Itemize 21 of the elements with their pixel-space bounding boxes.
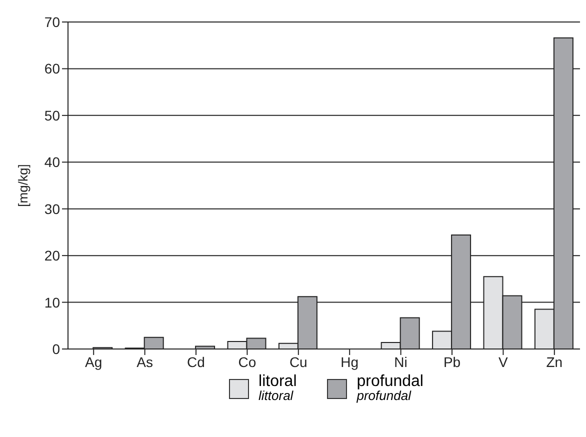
x-tick-label: Hg [340, 354, 359, 370]
y-tick-label: 0 [52, 340, 60, 357]
x-tick-label: As [136, 354, 153, 370]
x-tick-label: Zn [546, 354, 563, 370]
y-tick-label: 40 [44, 154, 60, 170]
x-tick-label: Co [238, 354, 256, 370]
legend-label: litoral littoral [258, 373, 297, 403]
x-tick-label: Ag [85, 354, 102, 370]
x-tick-label: Ni [394, 354, 408, 370]
x-tick-label: Pb [443, 354, 461, 370]
y-tick-label: 50 [44, 107, 60, 124]
y-tick-label: 70 [44, 14, 60, 30]
y-tick-label: 20 [44, 248, 60, 264]
y-axis-title: [mg/kg] [16, 164, 31, 207]
y-tick-label: 60 [44, 60, 60, 77]
y-tick-label: 30 [44, 200, 60, 217]
legend-label: profundal profundal [356, 373, 424, 403]
x-tick-label: Cu [289, 354, 308, 370]
x-tick-label: V [498, 354, 509, 370]
y-tick-label: 10 [44, 294, 60, 310]
x-tick-label: Cd [187, 354, 205, 370]
